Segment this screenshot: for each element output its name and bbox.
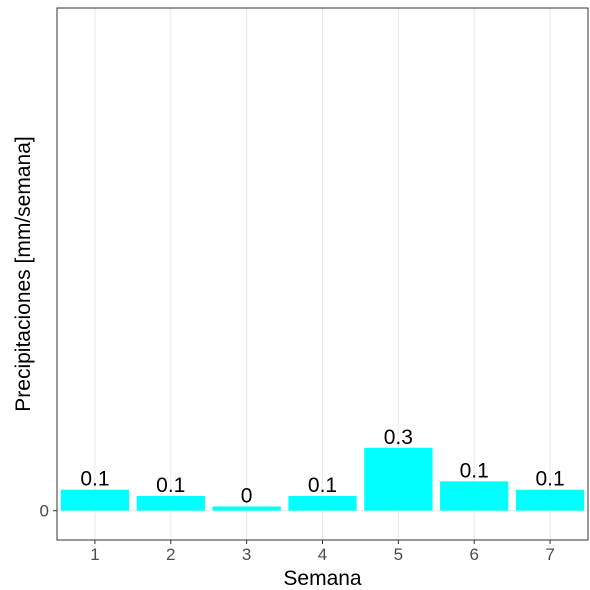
x-tick-label-4: 4 xyxy=(318,545,327,564)
grid-lines xyxy=(57,8,588,540)
data-labels: 0.1 0.1 0 0.1 0.3 0.1 0.1 xyxy=(80,426,564,508)
data-label-week-2: 0.1 xyxy=(156,474,185,497)
x-tick-label-2: 2 xyxy=(166,545,175,564)
x-tick-label-1: 1 xyxy=(90,545,99,564)
x-tick-label-5: 5 xyxy=(394,545,403,564)
data-label-week-7: 0.1 xyxy=(535,468,564,491)
x-tick-label-3: 3 xyxy=(242,545,251,564)
data-label-week-4: 0.1 xyxy=(308,474,337,497)
bar-week-5 xyxy=(364,447,433,511)
bar-week-6 xyxy=(440,481,509,511)
y-axis-title: Precipitaciones [mm/semana] xyxy=(12,136,35,411)
data-label-week-3: 0 xyxy=(241,484,253,507)
bar-week-4 xyxy=(288,496,357,511)
bars xyxy=(60,447,585,511)
bar-week-2 xyxy=(136,496,205,511)
bar-week-1 xyxy=(60,489,130,511)
bar-week-3 xyxy=(212,506,281,511)
x-tick-label-6: 6 xyxy=(469,545,478,564)
bar-week-7 xyxy=(515,489,585,511)
y-tick-label-0: 0 xyxy=(40,502,49,521)
x-tick-label-7: 7 xyxy=(545,545,554,564)
x-axis-title: Semana xyxy=(283,567,362,590)
data-label-week-5: 0.3 xyxy=(384,426,413,449)
x-axis-ticks: 1 2 3 4 5 6 7 xyxy=(90,540,555,564)
data-label-week-1: 0.1 xyxy=(80,468,109,491)
data-label-week-6: 0.1 xyxy=(460,459,489,482)
y-axis-ticks: 0 xyxy=(40,502,57,521)
